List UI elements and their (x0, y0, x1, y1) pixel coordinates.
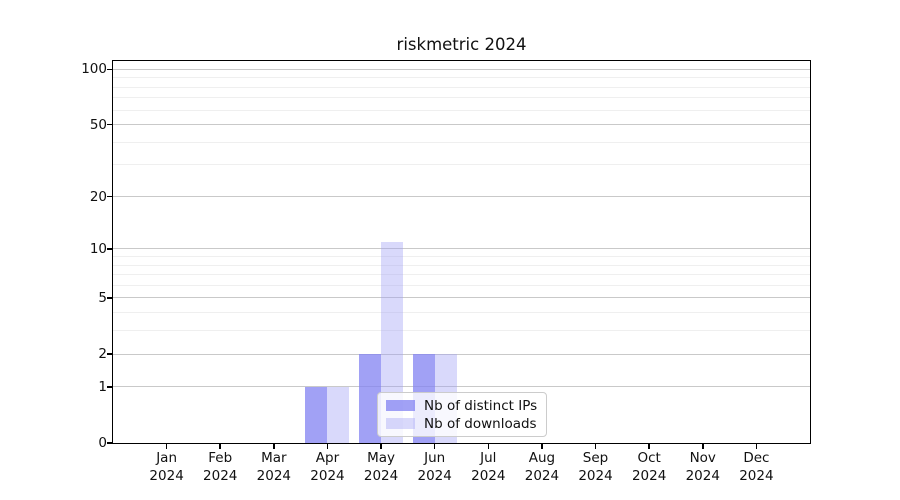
minor-gridline (113, 97, 810, 99)
minor-gridline (113, 141, 810, 143)
x-tick-label: Apr 2024 (310, 450, 345, 484)
minor-gridline (113, 164, 810, 166)
y-tick-label: 5 (98, 289, 107, 306)
chart-title: riskmetric 2024 (396, 35, 527, 54)
x-tick-label: Dec 2024 (739, 450, 774, 484)
minor-gridline (113, 109, 810, 111)
x-tick-label: Feb 2024 (203, 450, 238, 484)
x-axis-tick (433, 444, 436, 449)
x-axis-tick (273, 444, 275, 449)
minor-gridline (113, 312, 810, 314)
x-axis-tick (487, 444, 490, 449)
legend-item-distinct-ips: Nb of distinct IPs (386, 397, 537, 414)
minor-gridline (113, 256, 810, 258)
x-axis-tick (541, 444, 543, 449)
major-gridline (113, 68, 810, 70)
y-tick-label: 10 (89, 240, 107, 257)
major-gridline (113, 386, 810, 388)
major-gridline (113, 297, 810, 299)
y-tick-label: 20 (89, 188, 107, 205)
legend-label: Nb of distinct IPs (424, 397, 538, 414)
x-axis-tick (648, 444, 650, 449)
x-axis-tick (165, 444, 168, 449)
minor-gridline (113, 274, 810, 276)
minor-gridline (113, 330, 810, 332)
x-tick-label: Mar 2024 (256, 450, 292, 484)
x-axis-tick (326, 444, 329, 449)
y-tick-label: 100 (81, 61, 107, 78)
minor-gridline (113, 86, 810, 88)
x-tick-label: Jul 2024 (471, 450, 506, 484)
x-tick-label: May 2024 (363, 450, 399, 484)
legend-swatch-downloads (386, 418, 415, 429)
x-tick-label: Jan 2024 (149, 450, 184, 484)
y-tick-label: 0 (98, 435, 107, 451)
major-gridline (113, 353, 810, 355)
x-axis-tick (380, 444, 382, 449)
bar-downloads (327, 386, 350, 443)
major-gridline (113, 124, 810, 126)
y-tick-label: 50 (89, 116, 107, 133)
y-axis-tick (107, 297, 112, 299)
x-tick-label: Sep 2024 (578, 450, 613, 484)
y-axis-tick (107, 442, 112, 444)
minor-gridline (113, 264, 810, 266)
x-axis-tick (594, 444, 597, 449)
minor-gridline (113, 284, 810, 286)
major-gridline (113, 248, 810, 250)
major-gridline (113, 196, 810, 198)
y-tick-label: 2 (98, 346, 107, 363)
bar-distinct-ips (305, 386, 328, 443)
x-axis-tick (219, 444, 221, 449)
legend-swatch-distinct-ips (386, 400, 415, 411)
x-tick-label: Jun 2024 (417, 450, 452, 484)
x-tick-label: Aug 2024 (524, 450, 560, 484)
y-axis-tick (107, 195, 112, 198)
minor-gridline (113, 77, 810, 79)
y-axis-tick (107, 248, 112, 250)
x-axis-tick (755, 444, 758, 449)
y-axis-tick (107, 123, 112, 126)
y-axis-tick (107, 68, 112, 71)
legend: Nb of distinct IPs Nb of downloads (377, 392, 548, 437)
x-axis-tick (702, 444, 704, 449)
x-tick-label: Oct 2024 (631, 450, 667, 484)
y-axis-tick (107, 386, 112, 388)
bar-distinct-ips (359, 354, 382, 443)
x-tick-label: Nov 2024 (685, 450, 720, 484)
y-tick-label: 1 (98, 378, 107, 395)
plot-area: Nb of distinct IPs Nb of downloads 0 1 2 5 1… (81, 60, 811, 484)
y-axis-tick (107, 353, 112, 355)
legend-label: Nb of downloads (424, 415, 537, 432)
legend-item-downloads: Nb of downloads (386, 415, 537, 432)
